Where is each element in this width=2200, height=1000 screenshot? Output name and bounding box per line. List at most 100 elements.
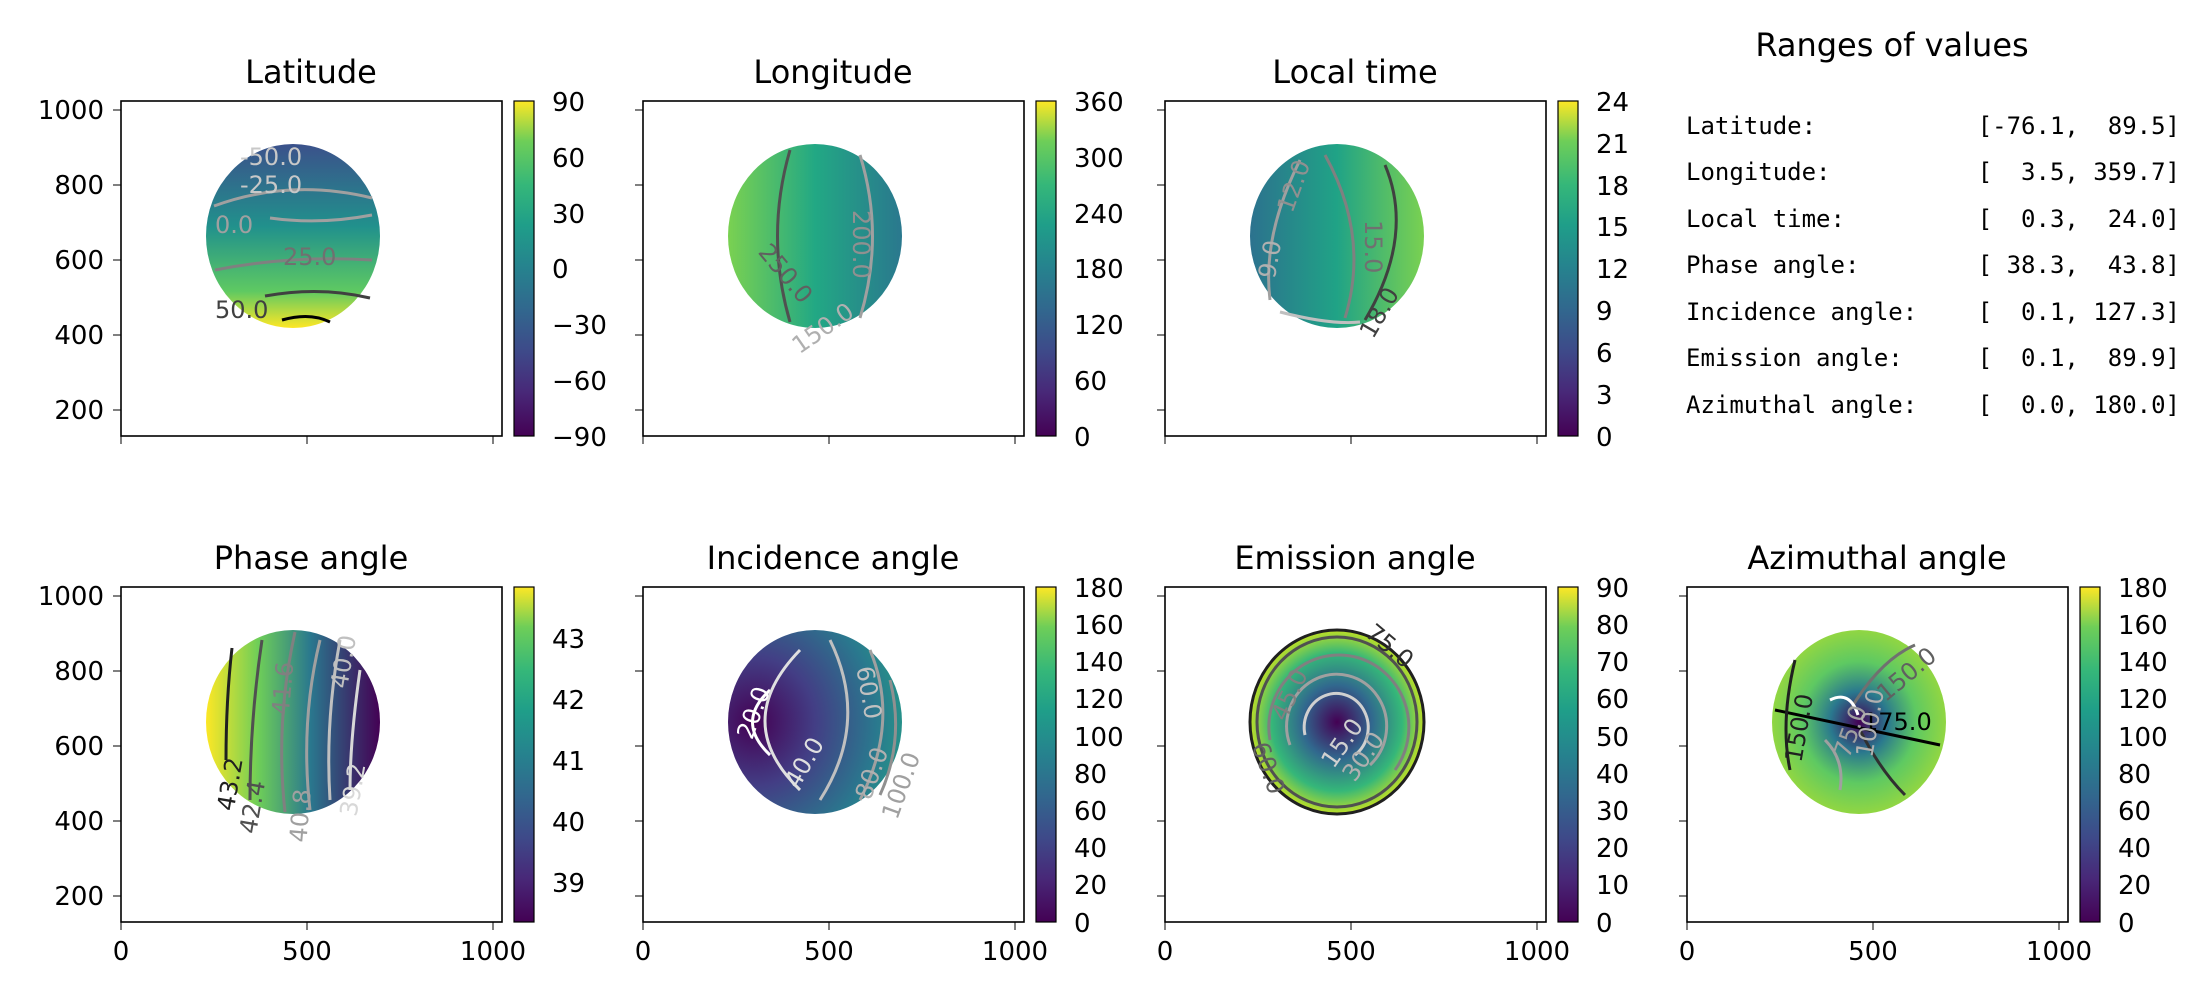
x-tick-label: 0: [1679, 937, 1696, 967]
contour-label: 9.0: [1253, 238, 1287, 280]
y-tick-label: 600: [54, 246, 104, 276]
colorbar-tick-label: 9: [1596, 297, 1613, 327]
y-tick-label: 200: [54, 396, 104, 426]
colorbar-tick-label: −60: [552, 367, 607, 397]
colorbar-tick-label: 100: [1074, 723, 1124, 753]
contour-label: 175.0: [1863, 708, 1932, 736]
colorbar-tick-label: 90: [1596, 574, 1629, 604]
range-value: [ 3.5, 359.7]: [1978, 158, 2180, 186]
colorbar-tick-label: 6: [1596, 339, 1613, 369]
ranges-panel: Ranges of values Latitude: [-76.1, 89.5]…: [1686, 26, 2180, 419]
colorbar: [1557, 586, 1579, 923]
y-tick-label: 1000: [38, 96, 104, 126]
plot-frame: [120, 100, 503, 437]
panel-emission-angle: Emission angle 75.0 45.0 15.0 30.0 60.0 …: [1157, 539, 1629, 967]
contour-line: [348, 669, 362, 791]
range-label: Longitude:: [1686, 158, 1831, 186]
contour-label: 25.0: [283, 243, 336, 271]
plot-frame: [120, 586, 503, 923]
contour-line: [858, 154, 874, 319]
colorbar-tick-label: 180: [2118, 574, 2168, 604]
x-ticks: [1164, 436, 1538, 444]
colorbar-tick-label: 70: [1596, 648, 1629, 678]
colorbar-tick-label: 43: [552, 625, 585, 655]
y-ticks: [635, 109, 643, 411]
x-tick-label: 500: [282, 937, 332, 967]
x-tick-label: 500: [804, 937, 854, 967]
contour-label: 40.8: [284, 788, 317, 844]
range-label: Phase angle:: [1686, 251, 1859, 279]
colorbar-tick-label: 24: [1596, 88, 1629, 118]
contour-line: [1323, 154, 1356, 319]
contour-line: [858, 649, 885, 801]
panel-longitude: Longitude 200.0 250.0 150.0 360 300 240 …: [635, 53, 1124, 453]
colorbar-tick-label: 360: [1074, 88, 1124, 118]
panel-azimuthal-angle: Azimuthal angle 150.0 175.0 150.0 75.0 1…: [1679, 539, 2168, 967]
panel-incidence-angle: Incidence angle 20.0 40.0 60.0 80.0 100.…: [635, 539, 1124, 967]
panel-title: Emission angle: [1234, 539, 1475, 577]
contour-line: [1267, 159, 1302, 301]
range-label: Emission angle:: [1686, 344, 1903, 372]
contour-label: 0.0: [215, 211, 253, 239]
colorbar-tick-label: 240: [1074, 200, 1124, 230]
planet-disc: [728, 630, 902, 814]
contour-label: 200.0: [847, 210, 875, 279]
panel-latitude: Latitude -50.0 -25.0 0.0 25.0 50.0 200 4…: [38, 53, 607, 453]
colorbar: [513, 100, 535, 437]
range-label: Incidence angle:: [1686, 298, 1917, 326]
range-label: Latitude:: [1686, 112, 1816, 140]
colorbar-tick-label: 60: [552, 144, 585, 174]
contour-line: [1848, 643, 1916, 711]
colorbar-tick-label: 180: [1074, 574, 1124, 604]
colorbar: [2079, 586, 2101, 923]
plot-frame: [1164, 100, 1547, 437]
colorbar-tick-label: 40: [1596, 760, 1629, 790]
colorbar-tick-label: 41: [552, 747, 585, 777]
plot-frame: [642, 586, 1025, 923]
colorbar-ticks: 90 60 30 0 −30 −60 −90: [552, 88, 607, 453]
range-value: [ 0.1, 127.3]: [1978, 298, 2180, 326]
x-ticks: 0 500 1000: [1157, 922, 1570, 967]
y-ticks: [1679, 595, 1687, 897]
x-tick-label: 0: [1157, 937, 1174, 967]
colorbar-tick-label: 160: [1074, 611, 1124, 641]
y-tick-label: 400: [54, 807, 104, 837]
x-tick-label: 1000: [2026, 937, 2092, 967]
contour-line: [1248, 628, 1426, 816]
colorbar-tick-label: 18: [1596, 172, 1629, 202]
contour-line: [1302, 691, 1370, 757]
contour-line: [213, 188, 373, 208]
ranges-title: Ranges of values: [1755, 26, 2028, 64]
range-label: Local time:: [1686, 205, 1845, 233]
x-tick-label: 500: [1848, 937, 1898, 967]
range-value: [ 0.0, 180.0]: [1978, 391, 2180, 419]
plot-frame: [642, 100, 1025, 437]
planet-disc: [206, 144, 380, 328]
contour-label: -50.0: [240, 143, 302, 171]
colorbar-tick-label: 21: [1596, 130, 1629, 160]
range-value: [-76.1, 89.5]: [1978, 112, 2180, 140]
range-label: Azimuthal angle:: [1686, 391, 1917, 419]
x-tick-label: 500: [1326, 937, 1376, 967]
colorbar-tick-label: −90: [552, 423, 607, 453]
contour-line: [269, 213, 373, 223]
contour-line: [248, 639, 264, 801]
y-tick-label: 1000: [38, 582, 104, 612]
plot-frame: [1164, 586, 1547, 923]
y-tick-label: 800: [54, 657, 104, 687]
colorbar: [1035, 586, 1057, 923]
colorbar-ticks: 43 42 41 40 39: [552, 625, 585, 899]
contour-line: [1267, 653, 1411, 771]
colorbar: [1557, 100, 1579, 437]
y-tick-label: 200: [54, 882, 104, 912]
colorbar-tick-label: 0: [552, 255, 569, 285]
contour-line: [1363, 164, 1398, 321]
colorbar-tick-label: 60: [2118, 797, 2151, 827]
panel-title: Local time: [1272, 53, 1437, 91]
colorbar-tick-label: 80: [2118, 760, 2151, 790]
colorbar-tick-label: 20: [1596, 834, 1629, 864]
colorbar-tick-label: 60: [1596, 685, 1629, 715]
colorbar-tick-label: 50: [1596, 723, 1629, 753]
x-tick-label: 1000: [982, 937, 1048, 967]
colorbar-tick-label: 120: [1074, 685, 1124, 715]
